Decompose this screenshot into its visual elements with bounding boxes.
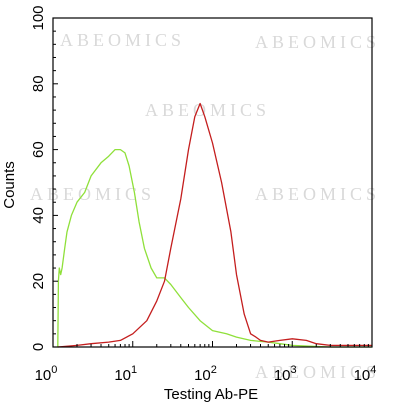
watermark-layer: ABEOMICS ABEOMICS ABEOMICS ABEOMICS ABEO… (30, 30, 380, 382)
watermark-text: ABEOMICS (255, 362, 380, 382)
series-line-2 (57, 102, 372, 348)
x-axis-title: Testing Ab-PE (164, 386, 258, 403)
watermark-text: ABEOMICS (255, 184, 380, 204)
series-layer (57, 102, 372, 348)
x-tick-label: 102 (194, 364, 217, 384)
plot-frame (52, 17, 373, 348)
x-tick-label: 101 (114, 364, 137, 384)
watermark-text: ABEOMICS (145, 100, 270, 120)
y-tick-label: 0 (30, 343, 47, 351)
x-tick-label: 100 (35, 364, 58, 384)
y-tick-label: 60 (30, 141, 47, 158)
y-tick-label: 40 (30, 207, 47, 224)
y-tick-label: 80 (30, 75, 47, 92)
series-line-1 (57, 148, 372, 348)
y-axis: 0 20 40 60 80 100 (30, 5, 58, 351)
watermark-text: ABEOMICS (60, 30, 185, 50)
y-tick-label: 100 (30, 5, 47, 30)
watermark-text: ABEOMICS (30, 184, 155, 204)
watermark-text: ABEOMICS (255, 32, 380, 52)
y-tick-label: 20 (30, 273, 47, 290)
y-axis-title: Counts (1, 161, 18, 209)
